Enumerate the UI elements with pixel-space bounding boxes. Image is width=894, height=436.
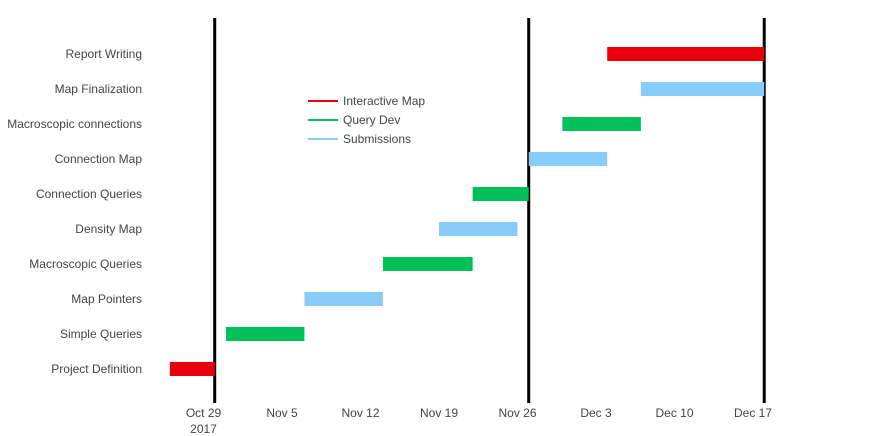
bar-density-map <box>439 222 518 236</box>
task-label-density-map: Density Map <box>75 222 142 236</box>
task-label-connection-queries: Connection Queries <box>36 187 142 201</box>
bar-connection-queries <box>472 187 529 201</box>
task-labels: Project Definition Simple Queries Map Poin… <box>7 47 142 376</box>
task-label-simple-queries: Simple Queries <box>60 327 142 341</box>
legend: Interactive Map Query Dev Submissions <box>308 94 425 146</box>
x-tick-label: Dec 17 <box>734 406 772 420</box>
task-label-connection-map: Connection Map <box>55 152 143 166</box>
task-bars <box>169 47 765 376</box>
x-tick-label: Nov 5 <box>266 406 298 420</box>
legend-label-query-dev: Query Dev <box>343 113 400 127</box>
legend-label-interactive-map: Interactive Map <box>343 94 425 108</box>
x-tick-label: Dec 3 <box>580 406 612 420</box>
x-tick-label: Dec 10 <box>655 406 693 420</box>
task-label-project-definition: Project Definition <box>51 362 142 376</box>
milestone-lines <box>213 18 766 403</box>
bar-project-definition <box>169 362 215 376</box>
bar-map-finalization <box>640 82 765 96</box>
task-label-macroscopic-connections: Macroscopic connections <box>7 117 142 131</box>
task-label-report-writing: Report Writing <box>66 47 142 61</box>
x-tick-year-label: 2017 <box>190 422 217 436</box>
legend-label-submissions: Submissions <box>343 132 411 146</box>
bar-simple-queries <box>225 327 305 341</box>
x-tick-label: Nov 26 <box>498 406 536 420</box>
x-axis-ticks: Oct 29 2017 Nov 5 Nov 12 Nov 19 Nov 26 Dec 3 De… <box>186 406 773 436</box>
task-label-macroscopic-queries: Macroscopic Queries <box>29 257 142 271</box>
x-tick-label: Nov 12 <box>341 406 379 420</box>
x-tick-label: Nov 19 <box>420 406 458 420</box>
bar-connection-map <box>528 152 608 166</box>
bar-map-pointers <box>304 292 383 306</box>
x-tick-label: Oct 29 <box>186 406 222 420</box>
task-label-map-pointers: Map Pointers <box>71 292 142 306</box>
task-label-map-finalization: Map Finalization <box>55 82 142 96</box>
bar-macroscopic-connections <box>562 117 641 131</box>
bar-macroscopic-queries <box>382 257 473 271</box>
bar-report-writing <box>607 47 765 61</box>
